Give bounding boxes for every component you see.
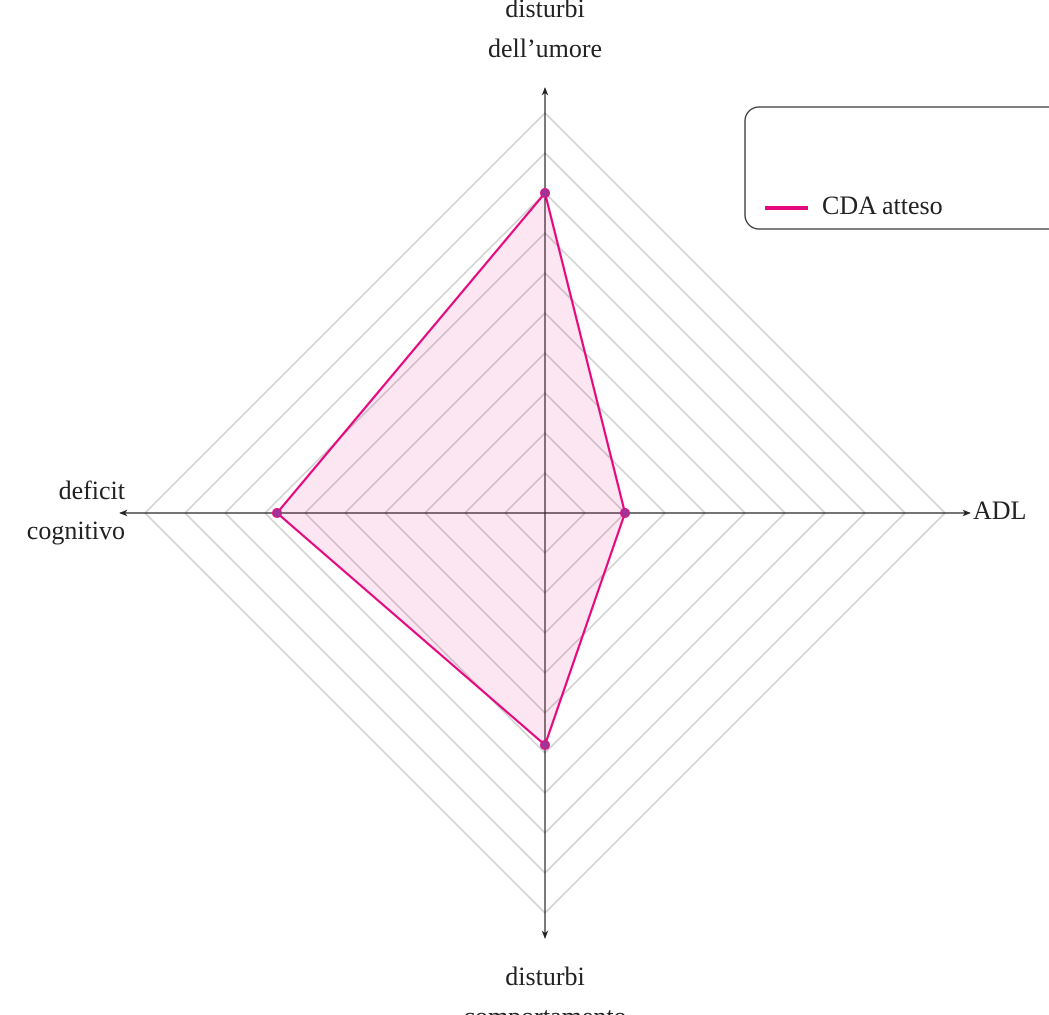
axis-label: dell’umore <box>488 34 602 63</box>
series-marker <box>272 508 282 518</box>
axis-label: ADL <box>973 496 1026 525</box>
legend-box <box>744 106 1049 230</box>
series-marker <box>620 508 630 518</box>
series-marker <box>540 188 550 198</box>
series-marker <box>540 740 550 750</box>
series-area <box>275 190 627 747</box>
legend-label: CDA atteso <box>822 191 943 220</box>
axis-label: disturbi <box>505 962 584 991</box>
axis-label: deficit <box>59 476 126 505</box>
axis-label: disturbi <box>505 0 584 23</box>
axis-label: cognitivo <box>27 516 125 545</box>
axis-label: comportamento <box>463 1002 626 1015</box>
